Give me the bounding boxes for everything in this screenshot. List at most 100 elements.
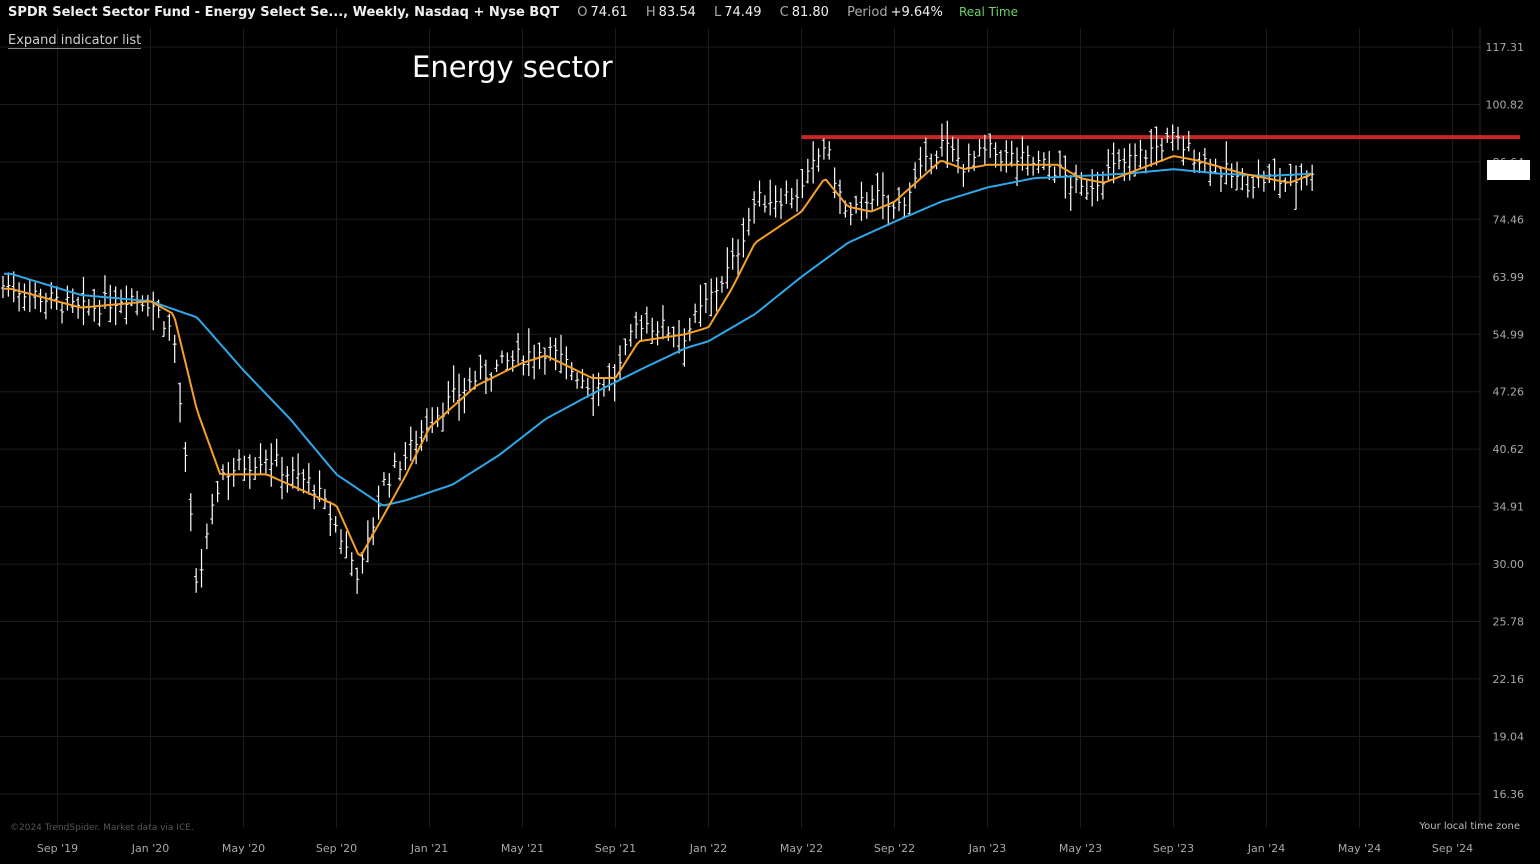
ohlc-bar — [54, 286, 59, 310]
expand-indicator-list-link[interactable]: Expand indicator list — [8, 33, 142, 49]
ohlc-bar — [1229, 163, 1234, 189]
ohlc-bar — [923, 137, 928, 172]
ohlc-bar — [1261, 170, 1266, 192]
ohlc-bar — [365, 520, 370, 563]
ohlc-bar — [151, 291, 156, 331]
x-tick-label: Sep '22 — [874, 842, 915, 855]
ohlc-bar — [414, 430, 419, 465]
ohlc-bar — [1068, 175, 1073, 211]
ohlc-bar — [183, 442, 188, 472]
ohlc-bar — [1294, 165, 1299, 210]
ohlc-bar — [328, 501, 333, 537]
ohlc-bar — [467, 367, 472, 391]
y-tick-label: 47.26 — [1493, 386, 1525, 399]
ohlc-bar — [693, 303, 698, 323]
ohlc-bar — [1004, 140, 1009, 173]
ohlc-bar — [478, 354, 483, 380]
ohlc-bar — [403, 442, 408, 471]
ohlc-bar — [97, 300, 102, 327]
ohlc-bar — [805, 158, 810, 184]
ohlc-bar — [553, 337, 558, 371]
ohlc-bar — [1181, 135, 1186, 166]
ohlc-bar — [344, 531, 349, 559]
ohlc-bar — [870, 185, 875, 211]
ohlc-bar — [1251, 176, 1256, 199]
ohlc-bar — [521, 355, 526, 376]
high-value: 83.54 — [658, 5, 696, 20]
ohlc-bar — [698, 284, 703, 327]
ohlc-bar — [1224, 141, 1229, 185]
ohlc-bar — [784, 180, 789, 204]
x-tick-label: May '24 — [1338, 842, 1381, 855]
ohlc-bar — [145, 294, 150, 317]
ohlc-bar — [124, 285, 129, 325]
close-label: C — [779, 5, 789, 20]
ohlc-bar — [945, 120, 950, 168]
fast-moving-average-line — [4, 155, 1313, 557]
ohlc-bar — [306, 463, 311, 495]
ohlc-bar — [210, 493, 215, 525]
ohlc-bar — [821, 138, 826, 160]
ohlc-bar — [22, 283, 27, 311]
chart-header: SPDR Select Sector Fund - Energy Select … — [8, 5, 1018, 20]
ohlc-bar — [982, 134, 987, 166]
ohlc-bar — [516, 332, 521, 364]
ohlc-bar — [274, 438, 279, 467]
ohlc-bar — [559, 334, 563, 374]
ohlc-bar — [387, 473, 392, 498]
x-tick-label: Sep '21 — [595, 842, 636, 855]
ohlc-bar — [312, 484, 317, 510]
x-tick-label: May '22 — [780, 842, 823, 855]
ohlc-bar — [950, 136, 955, 162]
ohlc-bar — [339, 529, 344, 554]
period-label: Period — [847, 5, 888, 20]
ohlc-bar — [220, 464, 225, 481]
ohlc-bar — [263, 449, 268, 476]
ohlc-bar — [827, 141, 832, 160]
ohlc-bar — [430, 407, 435, 434]
ohlc-bar — [6, 272, 11, 297]
x-tick-label: Sep '23 — [1153, 842, 1194, 855]
ohlc-bar — [119, 289, 124, 314]
ohlc-bar — [741, 217, 746, 258]
ohlc-bar — [585, 377, 590, 398]
y-tick-label: 16.36 — [1493, 788, 1525, 801]
ohlc-bar — [1304, 170, 1309, 186]
ohlc-bar — [703, 282, 708, 314]
ohlc-bar — [301, 468, 306, 494]
ohlc-bar — [886, 194, 891, 226]
ohlc-bar — [773, 185, 778, 218]
ohlc-bar — [719, 276, 724, 293]
open-value: 74.61 — [590, 5, 628, 20]
y-tick-label: 22.16 — [1493, 673, 1525, 686]
y-tick-label: 25.78 — [1493, 616, 1525, 629]
ohlc-bar — [349, 552, 354, 577]
ohlc-bar — [92, 288, 97, 322]
chart-grid — [0, 28, 1481, 828]
ohlc-bar — [226, 462, 231, 501]
ohlc-bar — [242, 455, 247, 481]
timezone-button[interactable]: Your local time zone — [1419, 821, 1520, 832]
x-tick-label: May '20 — [222, 842, 265, 855]
close-value: 81.80 — [791, 5, 829, 20]
ohlc-bar — [499, 350, 504, 364]
y-tick-label: 40.62 — [1493, 443, 1525, 456]
ohlc-bar — [398, 461, 403, 481]
ohlc-bar — [1154, 126, 1159, 166]
ohlc-bar — [27, 279, 32, 313]
ohlc-bar — [1267, 163, 1272, 183]
ohlc-bar — [1235, 161, 1240, 191]
ohlc-bar — [322, 489, 327, 510]
ohlc-bar — [880, 172, 885, 220]
x-tick-label: Jan '21 — [410, 842, 448, 855]
ohlc-bar — [532, 344, 537, 380]
low-label: L — [714, 5, 722, 20]
ohlc-bar — [1277, 167, 1282, 199]
ohlc-bar — [1256, 159, 1261, 188]
ohlc-bar — [730, 237, 735, 270]
ohlc-bar — [709, 278, 714, 317]
ohlc-bar — [285, 466, 290, 493]
ohlc-bar — [1283, 177, 1288, 192]
ohlc-bar — [280, 456, 284, 500]
